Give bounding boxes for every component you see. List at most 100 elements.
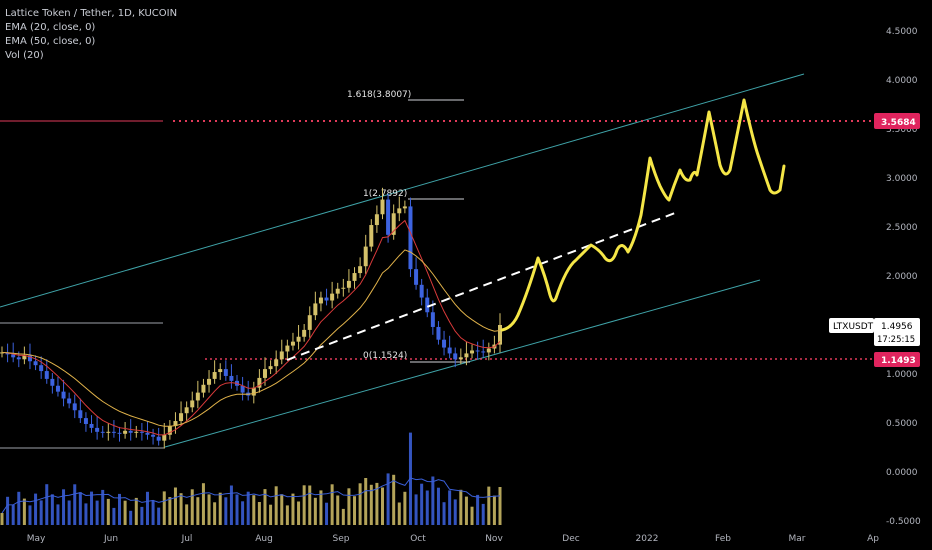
candle-body — [33, 361, 38, 366]
volume-bar — [134, 497, 138, 525]
volume-bar — [28, 505, 32, 525]
volume-bar — [179, 493, 183, 525]
volume-bar — [403, 491, 407, 525]
candle-body — [11, 354, 16, 358]
volume-bar — [118, 493, 122, 525]
candle-body — [307, 315, 312, 330]
x-tick-label: May — [27, 534, 46, 544]
legend-ema20[interactable]: EMA (20, close, 0) — [5, 22, 96, 33]
candle-body — [139, 431, 144, 433]
legend-volume[interactable]: Vol (20) — [5, 50, 44, 61]
volume-bar — [56, 504, 60, 525]
volume-bar — [78, 492, 82, 525]
y-tick-label: 2.5000 — [886, 223, 918, 233]
candle-body — [430, 312, 435, 327]
volume-bar — [285, 505, 289, 525]
candle-body — [162, 434, 167, 441]
volume-bar — [492, 495, 496, 525]
candle-body — [346, 280, 351, 288]
volume-bar — [263, 489, 267, 525]
volume-bar — [313, 497, 317, 525]
candle-body — [22, 355, 27, 360]
volume-bar — [140, 506, 144, 525]
volume-bar — [425, 490, 429, 525]
volume-bar — [269, 504, 273, 525]
volume-bar — [476, 494, 480, 525]
candle-body — [274, 359, 279, 367]
candle-body — [470, 350, 475, 354]
channel-lower-line[interactable] — [164, 279, 761, 448]
candle-body — [324, 297, 329, 301]
candle-body — [481, 351, 486, 353]
candle-body — [89, 423, 94, 428]
candle-body — [257, 377, 262, 388]
candle-body — [313, 303, 318, 316]
x-tick-label: 2022 — [636, 534, 659, 544]
candle-body — [39, 365, 44, 372]
volume-bar — [90, 491, 94, 525]
volume-bar — [459, 489, 463, 525]
projection-drawings[interactable] — [286, 98, 786, 361]
channel-upper-line[interactable] — [0, 73, 805, 308]
x-tick-label: Mar — [789, 534, 806, 544]
volume-bar — [106, 498, 110, 525]
x-tick-label: Jul — [181, 534, 193, 544]
y-tick-label: 1.0000 — [886, 370, 918, 380]
candle-body — [302, 329, 307, 337]
volume-bar — [386, 473, 390, 525]
volume-bar — [448, 490, 452, 525]
volume-bar — [464, 496, 468, 525]
time-axis[interactable]: May Jun Jul Aug Sep Oct Nov Dec 2022 Feb Mar Ap — [27, 534, 880, 544]
volume-bar — [190, 489, 194, 525]
price-tags: 3.5684 LTXUSDT 1.4956 17:25:15 1.1493 — [829, 113, 920, 367]
volume-bar — [257, 502, 261, 525]
volume-bar — [34, 493, 38, 525]
candle-body — [195, 392, 200, 401]
volume-bar — [498, 487, 502, 525]
candle-body — [55, 385, 60, 392]
legend-ema50[interactable]: EMA (50, close, 0) — [5, 36, 96, 47]
y-tick-label: 0.0000 — [886, 468, 918, 478]
symbol-tag-bg — [829, 318, 874, 333]
volume-bar — [297, 501, 301, 525]
fibonacci-levels[interactable]: 1.618(3.8007) 1(2.7892) 0(1.1524) — [347, 90, 470, 363]
volume-bar — [369, 484, 373, 525]
volume-bar — [123, 500, 127, 525]
volume-bar — [364, 478, 368, 525]
volume-bar — [229, 485, 233, 525]
candle-body — [464, 353, 469, 358]
candle-body — [16, 357, 21, 360]
ema-lines — [1, 219, 501, 436]
candle-body — [44, 371, 49, 379]
x-tick-label: Nov — [485, 534, 503, 544]
x-tick-label: Aug — [255, 534, 273, 544]
candle-body — [318, 297, 323, 304]
x-tick-label: Oct — [410, 534, 426, 544]
ema20-line — [1, 219, 501, 436]
candle-body — [352, 273, 357, 281]
trend-channel[interactable] — [0, 73, 805, 448]
y-tick-label: 4.5000 — [886, 27, 918, 37]
x-tick-label: Dec — [562, 534, 579, 544]
horizontal-lines[interactable] — [0, 120, 875, 449]
candle-body — [212, 372, 217, 379]
candle-body — [402, 206, 407, 209]
candle-body — [425, 297, 430, 313]
x-tick-label: Sep — [333, 534, 350, 544]
candle-body — [106, 431, 111, 433]
projection-dashed-line[interactable] — [286, 212, 676, 361]
candle-body — [78, 410, 83, 419]
candle-body — [95, 427, 100, 432]
candle-body — [279, 351, 284, 360]
x-tick-label: Jun — [103, 534, 118, 544]
fib-1-label: 1(2.7892) — [363, 189, 407, 199]
volume-bar — [420, 483, 424, 525]
price-axis[interactable]: 4.50004.00003.50003.00002.50002.00001.50… — [886, 27, 921, 527]
y-tick-label: 4.0000 — [886, 76, 918, 86]
volume-bar — [330, 484, 334, 525]
projection-hand-drawn-path[interactable] — [500, 98, 786, 332]
candle-body — [419, 284, 424, 298]
volume-bar — [481, 503, 485, 525]
candle-body — [442, 339, 447, 348]
